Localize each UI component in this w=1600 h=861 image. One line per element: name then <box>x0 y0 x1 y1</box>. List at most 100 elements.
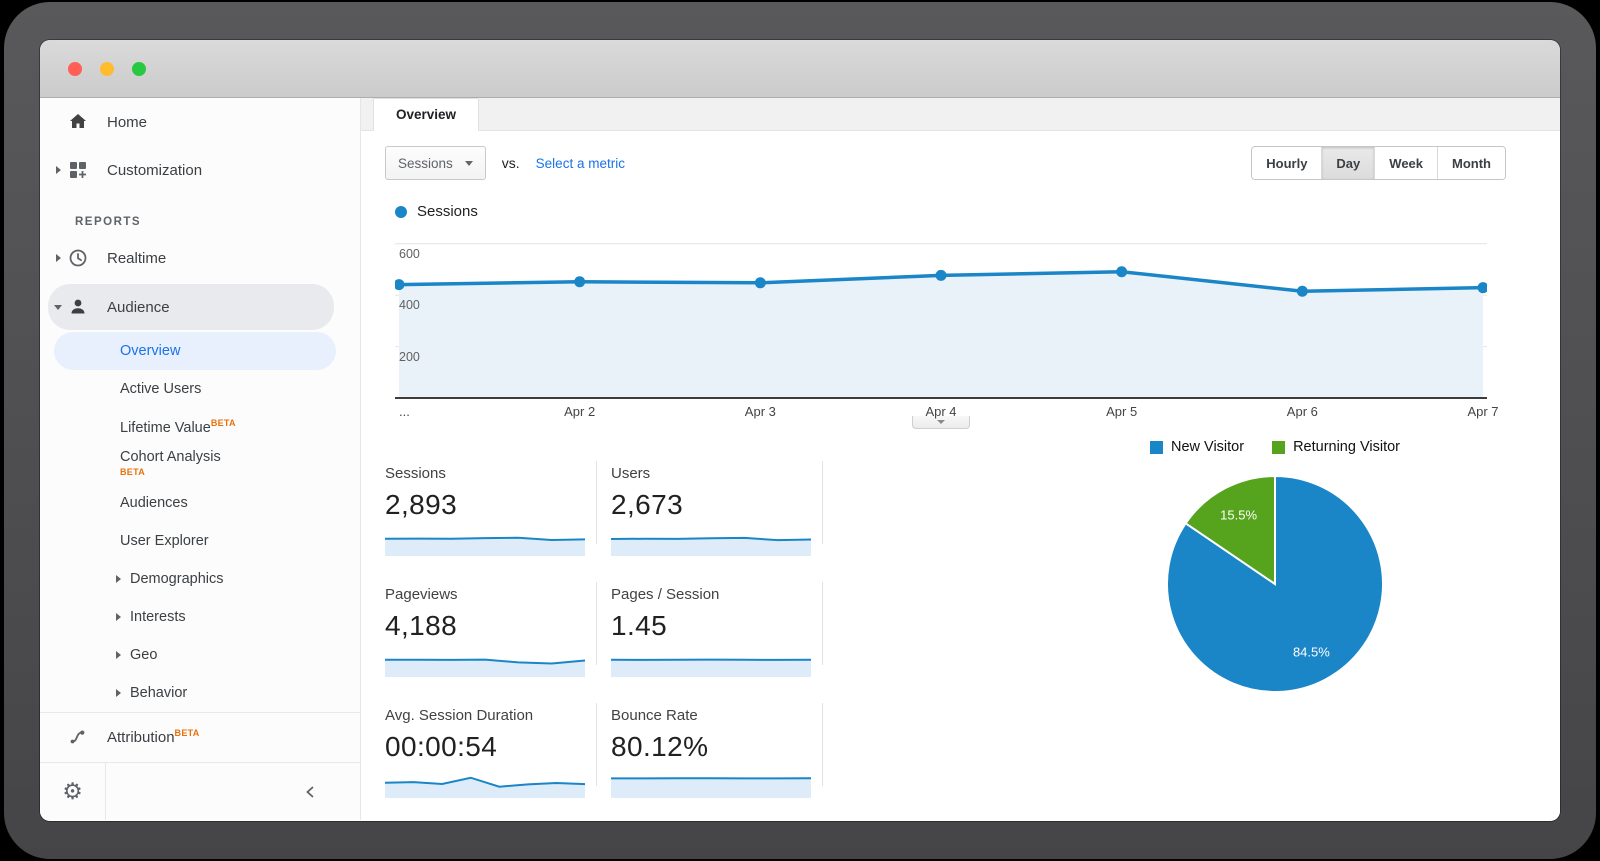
sidebar-item-audiences[interactable]: Audiences <box>40 484 360 522</box>
sidebar-item-label: Lifetime ValueBETA <box>120 418 236 436</box>
main-content: Overview Sessions vs. Select a metric Ho… <box>361 98 1560 820</box>
chevron-right-icon <box>55 166 61 174</box>
sparkline <box>611 658 811 677</box>
metric-label: Users <box>611 465 651 482</box>
pie-legend: New Visitor Returning Visitor <box>1150 439 1400 455</box>
metric-value: 2,673 <box>611 489 684 520</box>
chevron-right-icon <box>116 651 121 659</box>
metric-card-sessions: Sessions 2,893 <box>385 449 597 570</box>
chevron-down-icon <box>937 420 945 424</box>
sparkline <box>385 658 585 677</box>
sparkline <box>385 536 585 556</box>
sparkline <box>611 536 811 556</box>
close-window-button[interactable] <box>68 62 82 76</box>
sidebar-item-attribution[interactable]: AttributionBETA <box>40 713 360 761</box>
beta-badge: BETA <box>210 418 236 429</box>
sidebar-item-geo[interactable]: Geo <box>40 636 360 674</box>
sparkline <box>385 776 585 798</box>
sidebar-item-label: Audience <box>107 298 170 316</box>
chevron-left-icon <box>306 785 314 798</box>
granularity-month-button[interactable]: Month <box>1437 147 1505 179</box>
minimize-window-button[interactable] <box>100 62 114 76</box>
sidebar-item-label: Realtime <box>107 249 167 267</box>
sidebar-item-label: Audiences <box>120 495 188 511</box>
sidebar-item-cohort-analysis[interactable]: Cohort Analysis BETA <box>40 446 360 484</box>
metric-card-pageviews: Pageviews 4,188 <box>385 570 597 691</box>
metric-cards: Sessions 2,893 Users 2,673 Pageviews 4,1… <box>385 449 823 812</box>
returning-visitor-swatch <box>1272 440 1286 454</box>
sparkline <box>611 777 811 798</box>
gear-icon[interactable]: ⚙ <box>62 778 83 804</box>
granularity-day-button[interactable]: Day <box>1321 147 1375 179</box>
sidebar-item-label: Home <box>107 113 148 131</box>
beta-badge: BETA <box>120 467 146 477</box>
metric-card-users: Users 2,673 <box>597 449 823 570</box>
sidebar-item-lifetime-value[interactable]: Lifetime ValueBETA <box>40 408 360 446</box>
sidebar-item-user-explorer[interactable]: User Explorer <box>40 522 360 560</box>
sidebar-item-behavior[interactable]: Behavior <box>40 674 360 712</box>
granularity-hourly-button[interactable]: Hourly <box>1252 147 1322 179</box>
metric-card-avg-session-duration: Avg. Session Duration 00:00:54 <box>385 691 597 812</box>
pie-legend-returning-visitor: Returning Visitor <box>1272 439 1400 455</box>
chart-controls: Sessions vs. Select a metric Hourly Day … <box>385 145 1536 181</box>
sidebar-item-overview[interactable]: Overview <box>54 332 336 370</box>
sidebar-item-label: Active Users <box>120 381 202 397</box>
sessions-line-chart: 200 400 600 ... Apr 2 Apr 3 Apr 4 Apr 5 Apr 6 Ap… <box>395 230 1499 429</box>
chevron-right-icon <box>55 254 61 262</box>
sidebar-item-active-users[interactable]: Active Users <box>40 370 360 408</box>
sidebar-item-interests[interactable]: Interests <box>40 598 360 636</box>
customization-icon <box>66 159 90 181</box>
sidebar-item-label: AttributionBETA <box>107 728 200 746</box>
chevron-right-icon <box>116 689 121 697</box>
sidebar-item-home[interactable]: Home <box>40 98 360 146</box>
metric-value: 2,893 <box>385 489 458 520</box>
sidebar-item-customization[interactable]: Customization <box>40 146 360 194</box>
sidebar-item-label: User Explorer <box>120 533 209 549</box>
granularity-week-button[interactable]: Week <box>1374 147 1438 179</box>
sidebar-divider <box>40 712 360 713</box>
metric-label: Sessions <box>385 465 446 482</box>
metric-card-pages-per-session: Pages / Session 1.45 <box>597 570 823 691</box>
sidebar-item-label: Behavior <box>130 685 188 701</box>
vs-label: vs. <box>501 155 520 171</box>
metric-value: 80.12% <box>611 731 709 762</box>
timeline-expander-button[interactable] <box>912 416 970 429</box>
sidebar-item-label: Overview <box>120 343 181 359</box>
sessions-legend-label: Sessions <box>417 203 478 220</box>
collapse-sidebar-button[interactable] <box>302 783 320 801</box>
tab-bar: Overview <box>361 98 1560 131</box>
metric-label: Pages / Session <box>611 586 720 603</box>
tab-overview[interactable]: Overview <box>373 98 480 131</box>
sidebar-item-audience[interactable]: Audience <box>48 284 334 330</box>
attribution-icon <box>66 726 90 748</box>
sidebar: Home Customization REPORTS <box>40 98 361 820</box>
chevron-right-icon <box>116 575 121 583</box>
sidebar-item-label: Interests <box>130 609 186 625</box>
metric-label: Avg. Session Duration <box>385 707 534 724</box>
new-visitor-swatch <box>1150 440 1163 454</box>
chart-legend: Sessions <box>395 203 1536 220</box>
select-metric-link[interactable]: Select a metric <box>535 155 625 171</box>
metric-value: 1.45 <box>611 610 668 641</box>
svg-text:15.5%: 15.5% <box>1220 507 1257 522</box>
chevron-down-icon <box>464 160 473 166</box>
clock-icon <box>66 247 90 269</box>
sidebar-item-label: Cohort Analysis BETA <box>120 450 221 480</box>
metric-dropdown[interactable]: Sessions <box>385 146 486 180</box>
chevron-down-icon <box>54 304 62 310</box>
pie-chart-canvas: 84.5% 15.5% <box>1166 474 1384 693</box>
window-titlebar <box>40 40 1560 98</box>
metric-label: Pageviews <box>385 586 458 603</box>
metric-value: 00:00:54 <box>385 731 498 762</box>
sidebar-item-realtime[interactable]: Realtime <box>40 234 360 282</box>
chevron-right-icon <box>116 613 121 621</box>
sessions-legend-dot <box>395 205 407 218</box>
home-icon <box>66 111 90 133</box>
pie-legend-new-visitor: New Visitor <box>1150 439 1244 455</box>
sidebar-item-demographics[interactable]: Demographics <box>40 560 360 598</box>
zoom-window-button[interactable] <box>132 62 146 76</box>
line-chart-canvas <box>395 243 1487 399</box>
pie-legend-label: New Visitor <box>1171 439 1245 455</box>
sidebar-item-label: Geo <box>130 647 158 663</box>
pie-legend-label: Returning Visitor <box>1293 439 1400 455</box>
